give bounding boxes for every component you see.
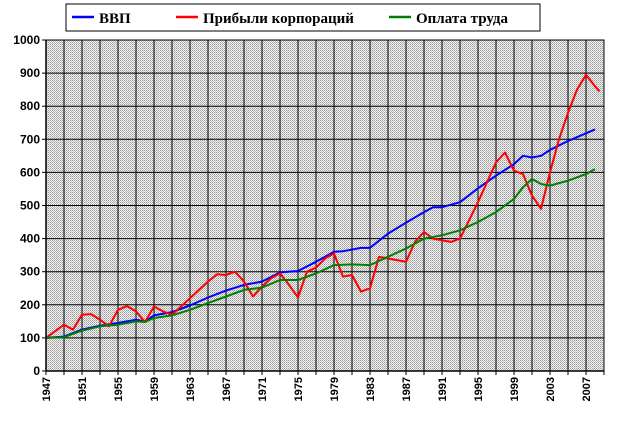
y-tick-label: 800 — [20, 99, 40, 113]
y-tick-label: 900 — [20, 66, 40, 80]
y-tick-label: 600 — [20, 165, 40, 179]
x-tick-label: 1967 — [221, 377, 233, 401]
y-tick-label: 100 — [20, 331, 40, 345]
series-line-2 — [45, 168, 596, 339]
legend-label-1: Прибыли корпораций — [203, 11, 354, 27]
y-tick-label: 500 — [20, 199, 40, 213]
y-tick-label: 400 — [20, 232, 40, 246]
legend-label-0: ВВП — [99, 11, 131, 27]
x-tick-label: 1947 — [41, 377, 53, 401]
x-tick-label: 1991 — [437, 377, 449, 401]
x-tick-label: 1983 — [365, 377, 377, 401]
x-tick-label: 2003 — [545, 377, 557, 401]
x-tick-label: 1995 — [473, 377, 485, 401]
legend: ВВП Прибыли корпораций Оплата труда — [65, 3, 541, 32]
x-tick-label: 2007 — [581, 377, 593, 401]
axes: 0 100 200 300 400 500 600 700 800 900 1000 1947 1951… — [13, 33, 605, 401]
x-tick-label: 1971 — [257, 377, 269, 401]
x-tick-label: 1975 — [293, 377, 305, 401]
y-tick-label: 0 — [33, 364, 40, 378]
y-tick-label: 1000 — [13, 33, 40, 47]
x-tick-label: 1987 — [401, 377, 413, 401]
y-tick-label: 700 — [20, 132, 40, 146]
x-tick-label: 1959 — [149, 377, 161, 401]
y-tick-label: 200 — [20, 298, 40, 312]
x-tick-label: 1999 — [509, 377, 521, 401]
legend-box — [65, 3, 541, 32]
x-tick-label: 1955 — [113, 377, 125, 401]
series-layer — [45, 73, 601, 339]
x-tick-label: 1963 — [185, 377, 197, 401]
series-line-1 — [45, 73, 601, 339]
x-tick-label: 1979 — [329, 377, 341, 401]
x-tick-label: 1951 — [77, 377, 89, 401]
y-tick-label: 300 — [20, 265, 40, 279]
legend-label-2: Оплата труда — [416, 11, 508, 27]
